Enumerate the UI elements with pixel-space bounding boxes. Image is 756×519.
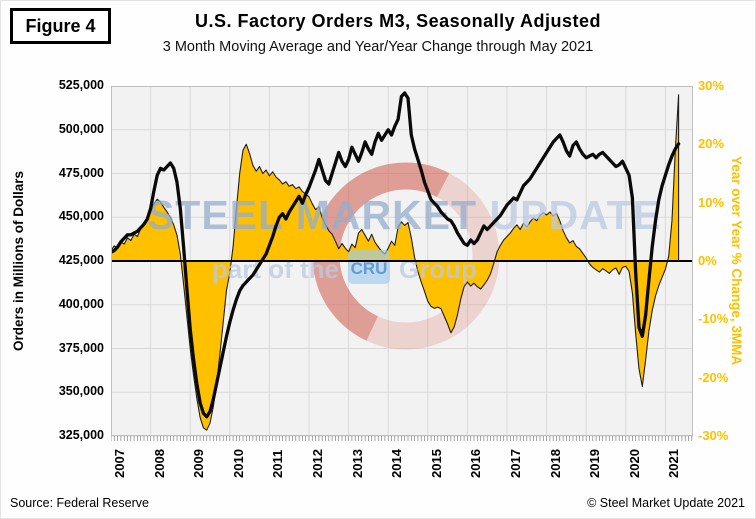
right-axis-tick-label: 20% — [698, 136, 725, 152]
watermark-brand-text: STEEL MARKET UPDATE — [147, 192, 661, 238]
x-axis-tick-label: 2010 — [230, 449, 246, 478]
left-axis-tick-label: 500,000 — [58, 121, 104, 136]
x-axis-tick-label: 2011 — [270, 449, 286, 478]
x-axis-tick-label: 2008 — [151, 449, 167, 478]
left-axis-title: Orders in Millions of Dollars — [11, 170, 26, 352]
x-axis-tick-label: 2021 — [666, 449, 682, 478]
plot-border — [111, 86, 693, 436]
x-axis-tick-label: 2013 — [349, 449, 365, 478]
x-axis-tick-label: 2015 — [428, 449, 444, 478]
watermark-tagline-pre: part of the — [212, 254, 339, 284]
right-axis-tick-label: -10% — [698, 311, 729, 327]
right-axis-title: Year over Year % Change, 3MMA — [729, 156, 744, 366]
right-axis-tick-label: -30% — [698, 428, 729, 443]
x-axis-tick-label: 2020 — [626, 449, 642, 478]
cru-logo-text: CRU — [351, 259, 388, 278]
x-axis-tick-label: 2014 — [389, 449, 405, 478]
x-axis-tick-label: 2018 — [547, 449, 563, 478]
right-axis-tick-label: 0% — [698, 253, 717, 268]
right-axis-tick-label: 10% — [698, 194, 725, 210]
source-note: Source: Federal Reserve — [10, 496, 149, 510]
chart-subtitle: 3 Month Moving Average and Year/Year Cha… — [162, 39, 594, 55]
x-axis-tick-label: 2009 — [191, 449, 207, 478]
figure-number-badge: Figure 4 — [10, 8, 111, 44]
left-axis-tick-label: 475,000 — [58, 165, 104, 180]
chart-svg: STEEL MARKET UPDATE part of the CRU Group — [109, 85, 693, 441]
plot-area: STEEL MARKET UPDATE part of the CRU Group — [109, 85, 693, 446]
right-axis-tick-label: -20% — [698, 369, 729, 385]
right-axis-tick-label: 30% — [698, 78, 725, 93]
cru-logo-box — [348, 250, 390, 284]
orders-line-series — [109, 91, 681, 419]
yoy-area-series — [111, 94, 679, 431]
left-axis-tick-label: 450,000 — [58, 209, 104, 224]
watermark-ring-accent-icon — [312, 162, 500, 350]
left-axis-tick-label: 525,000 — [58, 78, 104, 92]
left-axis-tick-label: 400,000 — [58, 296, 104, 311]
left-axis-tick-label: 425,000 — [58, 253, 104, 267]
left-axis-tick-label: 350,000 — [58, 384, 104, 399]
yoy-area-outline — [110, 94, 680, 431]
x-axis-tick-label: 2012 — [310, 449, 325, 478]
left-axis-tick-label: 375,000 — [58, 340, 104, 355]
x-axis-tick-label: 2019 — [587, 449, 603, 478]
left-axis-tick-label: 325,000 — [58, 428, 104, 442]
copyright-note: © Steel Market Update 2021 — [587, 496, 745, 510]
chart-title: U.S. Factory Orders M3, Seasonally Adjus… — [195, 11, 601, 31]
x-axis-tick-label: 2017 — [508, 449, 523, 478]
x-axis-tick-label: 2016 — [468, 449, 484, 478]
x-axis-tick-label: 2007 — [112, 449, 127, 478]
watermark-tagline-post: Group — [399, 254, 477, 284]
